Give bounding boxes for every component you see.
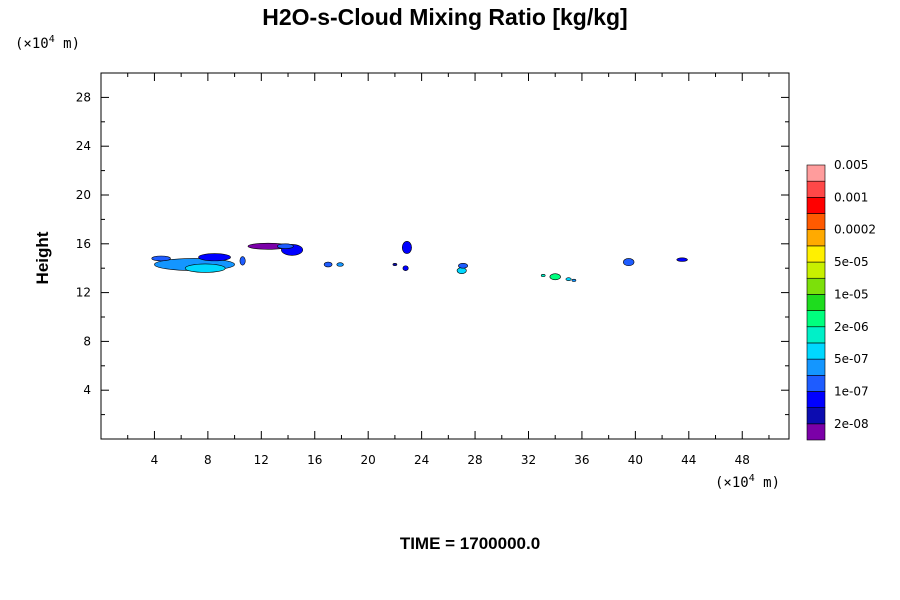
x-unit-suffix: m) [755,475,780,491]
x-tick-label: 4 [151,453,159,467]
y-unit-exponent: 4 [49,34,55,45]
colorbar-swatch [806,326,826,344]
colorbar-label: 5e-07 [834,352,869,366]
colorbar-swatch [806,294,826,311]
y-axis-label: Height [33,231,52,284]
colorbar-label: 1e-07 [834,384,869,398]
x-tick-label: 28 [467,453,482,467]
cloud-patch [198,253,231,262]
cloud-patch [676,257,688,262]
y-tick-label: 20 [76,188,91,202]
colorbar-label: 2e-06 [834,320,869,334]
x-unit-exponent: 4 [749,473,755,484]
x-tick-label: 32 [521,453,536,467]
colorbar-swatch [806,391,826,408]
colorbar-swatch [806,358,826,376]
x-unit-prefix: (×10 [715,475,749,491]
x-tick-label: 20 [361,453,376,467]
y-tick-label: 28 [76,90,91,104]
colorbar-swatch [806,229,826,247]
cloud-patch [392,263,398,267]
colorbar-label: 2e-08 [834,417,869,431]
plot-frame [100,72,790,440]
y-tick-label: 4 [83,383,91,397]
cloud-patch [184,263,226,273]
y-unit-suffix: m) [55,36,80,52]
cloud-patch [456,267,467,274]
cloud-patch [401,241,412,254]
colorbar-swatch [806,407,826,425]
colorbar-swatch [806,374,826,392]
colorbar: 2e-08 1e-07 5e-07 2e-06 1e-05 5e-05 0.0002 0.00… [806,158,876,441]
x-tick-label: 44 [681,453,696,467]
cloud-patch [239,256,246,266]
y-tick-label: 12 [76,286,91,300]
colorbar-swatch [806,245,826,263]
colorbar-label: 0.001 [834,190,868,204]
time-label: TIME = 1700000.0 [400,534,540,553]
cloud-patch [277,243,294,249]
colorbar-label: 1e-05 [834,287,869,301]
colorbar-swatch [806,197,826,214]
cloud-patch [402,265,409,271]
x-tick-label: 40 [628,453,643,467]
cloud-patches [151,241,688,282]
cloud-patch [549,273,561,281]
colorbar-swatch [806,213,826,231]
colorbar-swatch [806,164,826,182]
colorbar-swatch [806,277,826,295]
x-tick-label: 36 [574,453,589,467]
y-tick-label: 16 [76,237,91,251]
cloud-patch [458,263,469,269]
y-tick-label: 24 [76,139,91,153]
colorbar-label: 5e-05 [834,255,869,269]
cloud-patch [336,262,344,267]
colorbar-label: 0.0002 [834,223,876,237]
x-tick-label: 24 [414,453,429,467]
cloud-patch [151,255,171,262]
colorbar-label: 0.005 [834,158,868,172]
cloud-patch [565,277,572,281]
x-tick-label: 12 [254,453,269,467]
colorbar-swatch [806,423,826,441]
y-axis-unit: (×104 m) [15,34,80,52]
colorbar-swatch [806,261,826,279]
x-tick-label: 8 [204,453,212,467]
x-tick-label: 48 [735,453,750,467]
y-unit-prefix: (×10 [15,36,49,52]
cloud-patch [540,273,546,278]
cloud-patch [323,261,333,268]
colorbar-swatch [806,342,826,360]
cloud-patch [623,258,635,267]
colorbar-swatch [806,310,826,328]
colorbar-swatch [806,180,826,198]
x-tick-label: 16 [307,453,322,467]
cloud-patch [571,278,577,282]
x-axis-unit: (×104 m) [715,473,780,491]
chart-title: H2O-s-Cloud Mixing Ratio [kg/kg] [262,4,627,30]
y-tick-label: 8 [83,334,91,348]
